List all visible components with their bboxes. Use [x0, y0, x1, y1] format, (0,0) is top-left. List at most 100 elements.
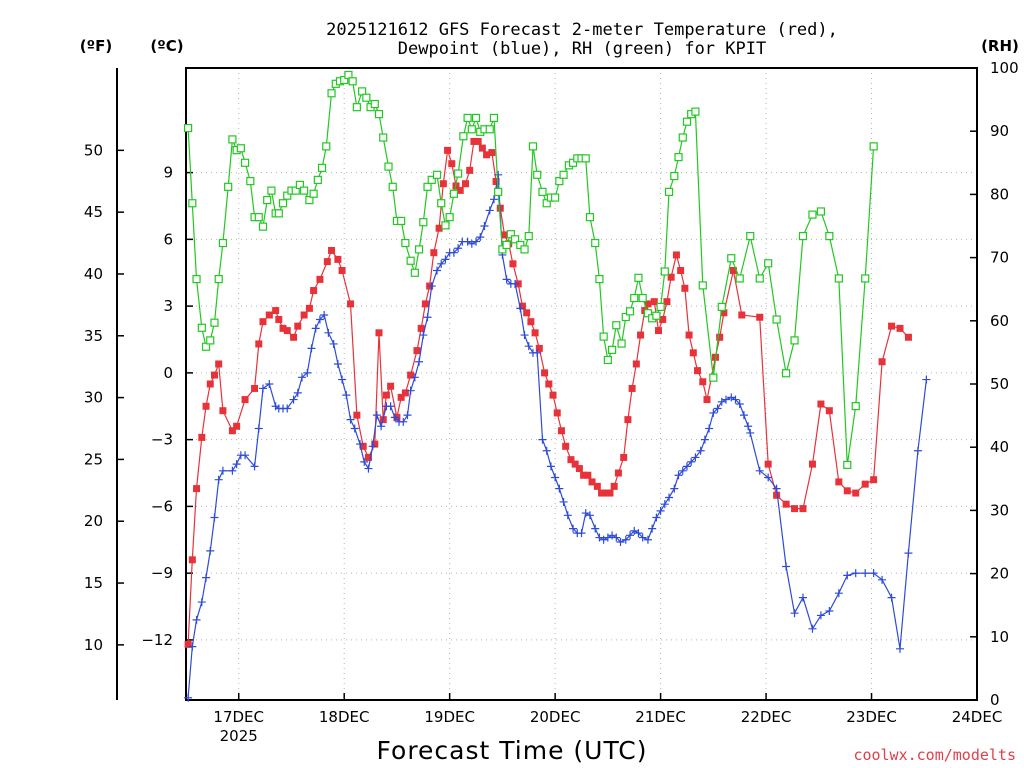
- dewpoint-point: [356, 440, 365, 449]
- fahrenheit-unit-label: (ºF): [80, 37, 112, 55]
- x-tick-label: 20DEC: [530, 708, 581, 726]
- dewpoint-point: [665, 493, 674, 502]
- dewpoint-point: [494, 170, 503, 179]
- rh-point: [317, 163, 327, 172]
- temperature-point: [401, 389, 409, 397]
- dewpoint-point: [851, 569, 860, 578]
- dewpoint-point: [197, 598, 206, 607]
- rh-point: [538, 187, 547, 196]
- rh-line: [187, 74, 875, 465]
- rh-point: [524, 232, 533, 241]
- rh-point: [322, 142, 331, 151]
- dewpoint-point: [437, 259, 446, 268]
- temperature-point: [241, 396, 249, 404]
- dewpoint-point: [913, 446, 922, 455]
- temperature-point: [791, 505, 799, 513]
- rh-point: [401, 238, 410, 248]
- rh-point: [471, 113, 481, 123]
- rh-point: [258, 222, 268, 231]
- dewpoint-point: [520, 331, 529, 340]
- dewpoint-point: [700, 435, 709, 444]
- rh-tick-label: 10: [990, 628, 1009, 646]
- temperature-point: [632, 360, 640, 368]
- dewpoint-point: [585, 511, 594, 520]
- celsius-tick-label: 3: [163, 297, 173, 315]
- dewpoint-point: [390, 413, 399, 422]
- dewpoint-point: [861, 569, 870, 578]
- dewpoint-point: [533, 348, 542, 357]
- dewpoint-point: [691, 453, 700, 462]
- dewpoint-point: [449, 248, 458, 257]
- temperature-point: [364, 453, 372, 461]
- dewpoint-point: [214, 475, 223, 484]
- rh-point: [254, 213, 263, 222]
- temperature-point: [210, 371, 218, 379]
- celsius-tick-label: −12: [141, 631, 173, 649]
- temperature-point: [407, 371, 415, 379]
- rh-point: [698, 281, 707, 290]
- dewpoint-point: [755, 466, 764, 475]
- temperature-point: [305, 304, 313, 312]
- x-tick-label: 19DEC: [424, 708, 475, 726]
- temperature-point: [259, 318, 267, 326]
- temperature-point: [888, 322, 896, 330]
- temperature-point: [835, 478, 843, 486]
- rh-point: [674, 153, 683, 162]
- temperature-point: [773, 491, 781, 499]
- dewpoint-point: [559, 497, 568, 506]
- temperature-point: [659, 315, 667, 323]
- rh-point: [612, 321, 621, 330]
- dewpoint-point: [652, 513, 661, 522]
- rh-tick-label: 100: [990, 59, 1019, 77]
- rh-point: [664, 187, 674, 196]
- rh-tick-label: 30: [990, 501, 1009, 519]
- dewpoint-point: [265, 380, 274, 388]
- dewpoint-point: [463, 237, 472, 246]
- rh-point: [678, 133, 687, 142]
- dewpoint-point: [896, 644, 905, 653]
- rh-point: [528, 142, 538, 151]
- dewpoint-point: [454, 244, 463, 253]
- dewpoint-point: [551, 473, 560, 482]
- x-tick-label: 23DEC: [846, 708, 897, 726]
- dewpoint-point: [717, 397, 726, 406]
- temperature-point: [347, 300, 355, 308]
- rh-point: [309, 189, 318, 198]
- fahrenheit-tick-label: 45: [84, 203, 103, 221]
- dewpoint-point: [333, 359, 342, 368]
- temperature-point: [677, 267, 685, 275]
- rh-point: [283, 191, 292, 200]
- rh-point: [599, 332, 608, 341]
- dewpoint-point: [744, 422, 753, 431]
- rh-point: [449, 189, 458, 198]
- rh-point: [267, 186, 276, 195]
- rh-point: [423, 182, 432, 191]
- temperature-point: [580, 471, 588, 479]
- dewpoint-point: [798, 593, 807, 602]
- rh-point: [568, 158, 578, 167]
- dewpoint-point: [258, 384, 267, 393]
- credit-text: coolwx.com/modelts: [853, 746, 1016, 764]
- temperature-point: [896, 324, 904, 332]
- dewpoint-point: [228, 466, 237, 475]
- dewpoint-point: [311, 324, 320, 333]
- temperature-point: [251, 384, 259, 392]
- dewpoint-point: [441, 255, 450, 264]
- rh-point: [419, 218, 428, 227]
- rh-point: [300, 186, 309, 195]
- x-tick-label: 21DEC: [635, 708, 686, 726]
- temperature-point: [870, 476, 878, 484]
- temperature-point: [782, 500, 790, 508]
- rh-tick-label: 60: [990, 312, 1009, 330]
- temperature-point: [535, 344, 543, 352]
- dewpoint-point: [782, 562, 791, 571]
- x-tick-label: 18DEC: [319, 708, 370, 726]
- temperature-point: [689, 349, 697, 357]
- rh-point: [188, 199, 197, 208]
- temperature-point: [334, 255, 342, 263]
- rh-point: [263, 195, 272, 205]
- rh-point: [834, 274, 843, 283]
- temperature-point: [375, 329, 383, 337]
- temperature-point: [483, 151, 491, 159]
- rh-unit-label: (RH): [981, 37, 1019, 55]
